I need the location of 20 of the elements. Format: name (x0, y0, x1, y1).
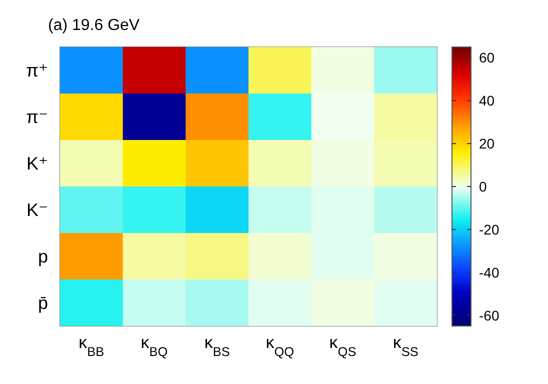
y-tick-label: p (38, 246, 48, 266)
x-tick-label: κ$_{BB}$ (78, 333, 104, 358)
color-bar-label: -60 (479, 307, 500, 324)
y-tick-label: p̄ (38, 292, 48, 313)
color-bar-label: 20 (479, 136, 495, 152)
x-tick-label: κ$_{BS}$ (204, 333, 230, 358)
color-bar-label: 0 (479, 178, 487, 194)
color-bar-label: 60 (479, 50, 495, 66)
color-bar-label: 40 (479, 92, 495, 109)
x-tick-label: κ$_{SS}$ (392, 333, 418, 358)
y-tick-label: π⁺ (26, 60, 48, 80)
y-tick-label: π⁻ (26, 106, 48, 127)
y-tick-label: K⁺ (26, 153, 48, 174)
x-tick-label: κ$_{BQ}$ (140, 333, 168, 358)
color-bar-label: -40 (479, 264, 500, 280)
chart-title: (a) 19.6 GeV (48, 17, 140, 34)
x-tick-label: κ$_{QS}$ (329, 333, 356, 358)
color-bar-label: -20 (479, 221, 500, 238)
y-tick-label: K⁻ (26, 200, 48, 220)
x-tick-label: κ$_{QQ}$ (266, 333, 294, 358)
